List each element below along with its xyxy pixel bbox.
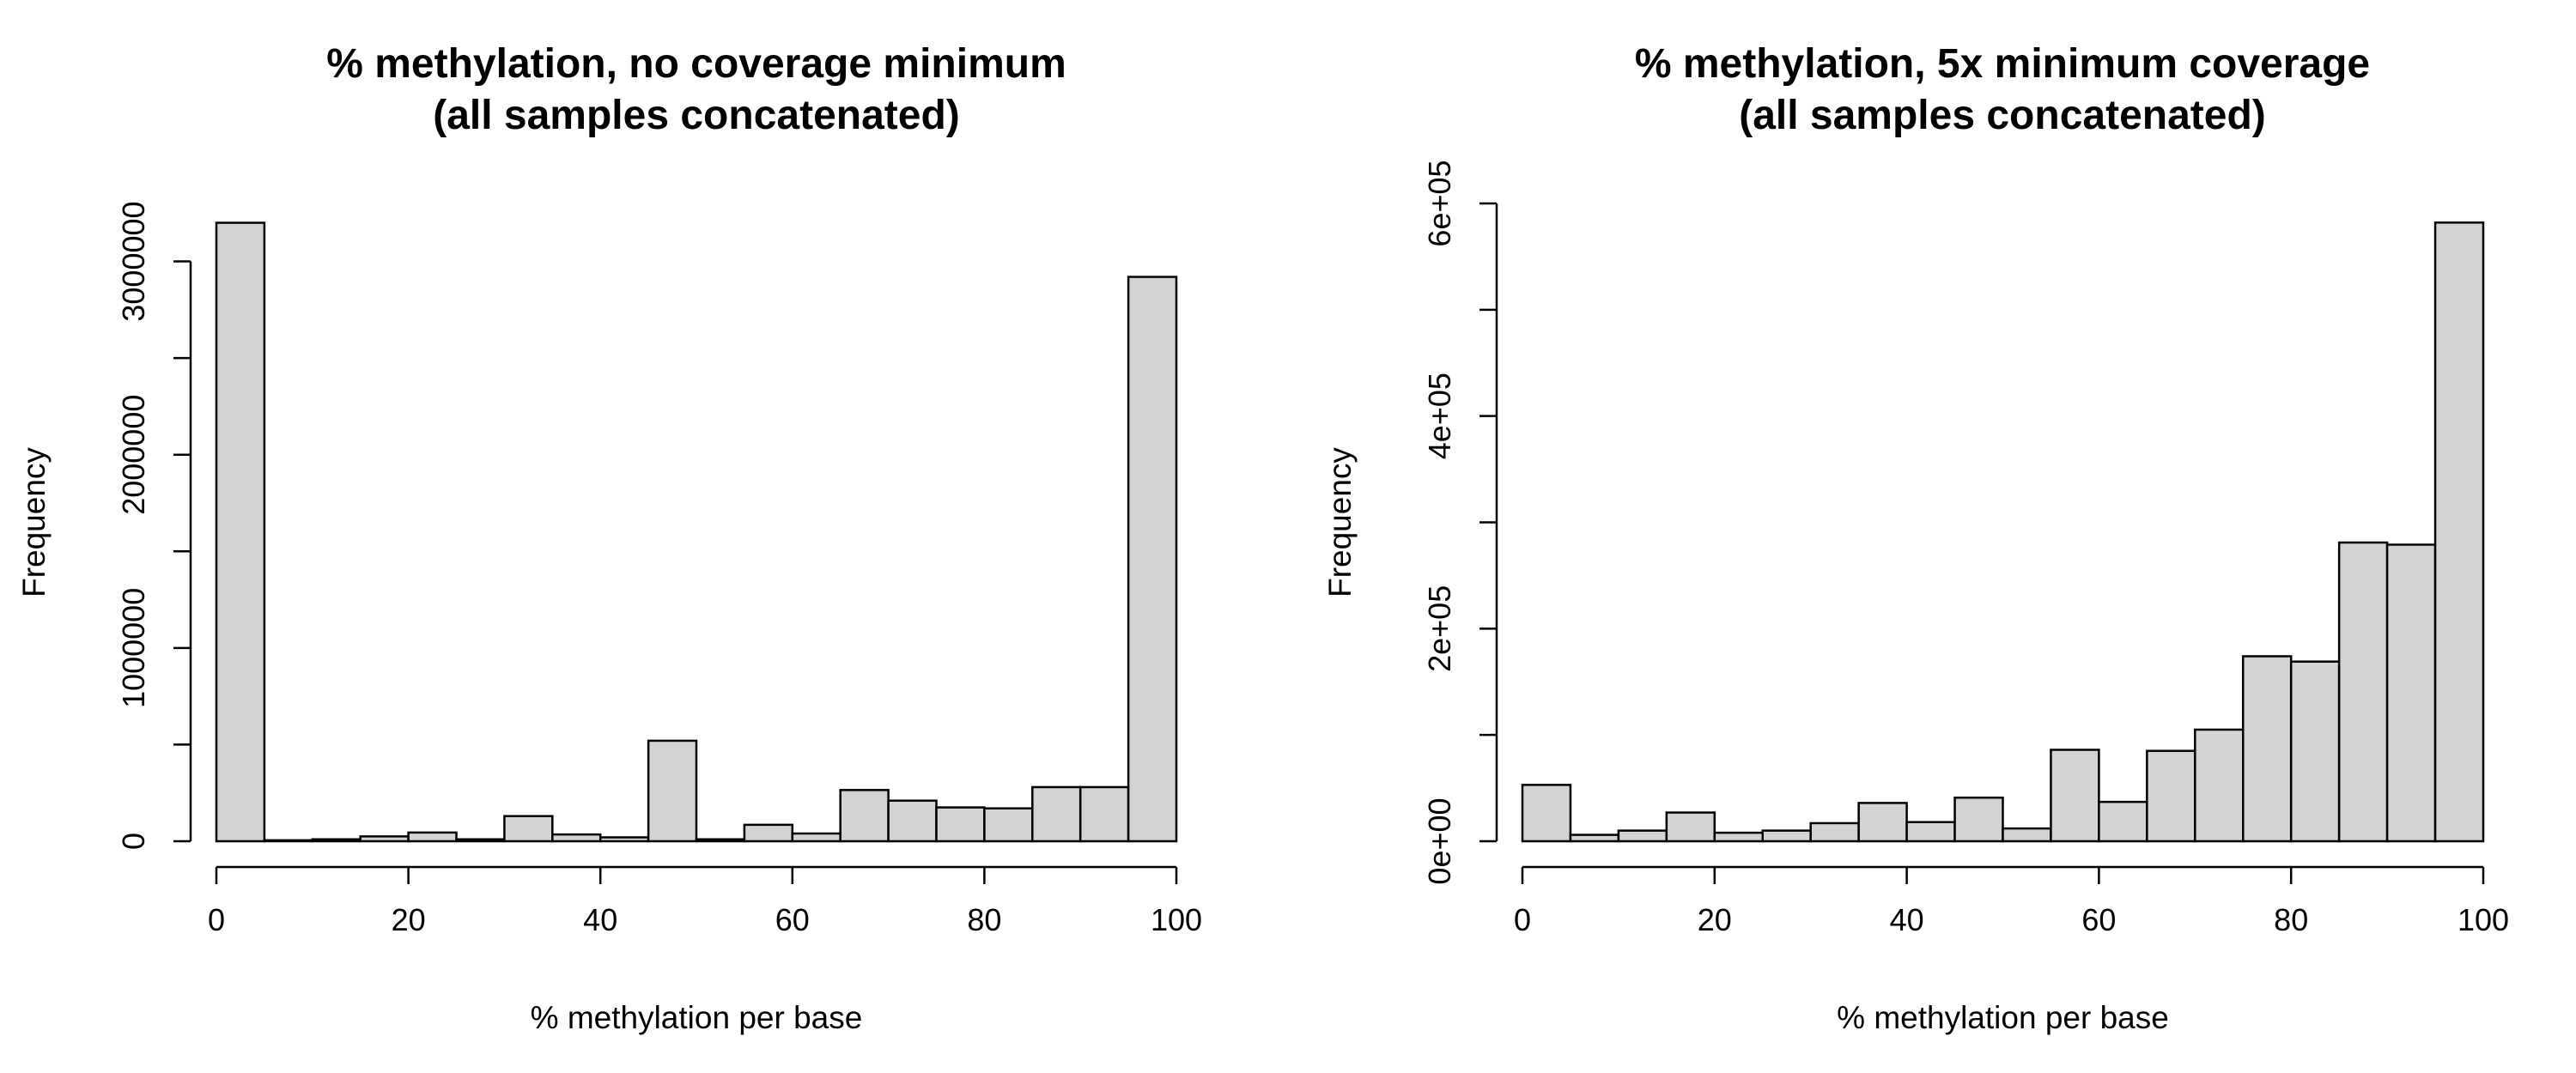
histogram-bar [1521, 784, 1572, 843]
histogram-bar [407, 831, 458, 843]
chart-title-line-2: (all samples concatenated) [1739, 93, 2266, 138]
x-axis-title: % methylation per base [531, 1000, 863, 1035]
histogram-bar [1905, 821, 1956, 843]
histogram-bar [743, 823, 794, 843]
histogram-bar [359, 835, 410, 843]
histogram-bar [839, 789, 890, 843]
x-tick-label: 100 [2458, 902, 2509, 937]
histogram-bar [2242, 655, 2293, 843]
histogram-bar [2385, 543, 2437, 843]
x-axis-title: % methylation per base [1837, 1000, 2169, 1035]
histogram-bar [1761, 829, 1812, 843]
histogram-bar [1809, 821, 1860, 843]
histogram-bar [1031, 785, 1082, 843]
histogram-bar [1713, 831, 1765, 843]
histogram-bar [2433, 221, 2485, 843]
x-tick-label: 40 [1890, 902, 1924, 937]
histogram-bar [2289, 660, 2341, 843]
histogram-bar [598, 836, 650, 843]
histogram-bar [2146, 749, 2196, 843]
histogram-bar [1857, 802, 1908, 843]
histogram-bar [983, 807, 1034, 843]
histogram-bar [1127, 276, 1178, 843]
histogram-bar [2098, 800, 2148, 843]
y-axis-title: Frequency [1322, 447, 1358, 597]
histogram-bar [215, 221, 266, 843]
y-tick-label: 2000000 [116, 395, 151, 515]
histogram-no-coverage-minimum: % methylation, no coverage minimum (all s… [16, 41, 1202, 1035]
chart-title-line-1: % methylation, no coverage minimum [326, 41, 1066, 87]
y-axis-title: Frequency [16, 447, 52, 597]
x-tick-label: 80 [2274, 902, 2308, 937]
histogram-bar [1078, 785, 1130, 843]
y-tick-label: 4e+05 [1422, 373, 1457, 459]
histogram-bar [2337, 541, 2389, 843]
y-tick-label: 0e+00 [1422, 797, 1457, 884]
x-tick-label: 20 [1698, 902, 1732, 937]
chart-title-line-2: (all samples concatenated) [433, 93, 960, 138]
x-tick-label: 80 [967, 902, 1001, 937]
histogram-bar [1617, 829, 1668, 843]
histogram-5x-minimum-coverage: % methylation, 5x minimum coverage (all s… [1322, 41, 2509, 1035]
y-tick-label: 1000000 [116, 588, 151, 708]
histogram-bar [935, 806, 986, 843]
histogram-bar [455, 838, 506, 843]
x-tick-label: 60 [2081, 902, 2116, 937]
histogram-bar [311, 838, 361, 843]
histogram-bar [695, 838, 746, 843]
histogram-bar [503, 815, 554, 843]
y-tick-label: 3000000 [116, 201, 151, 321]
histogram-bar [551, 833, 602, 843]
histogram-bar [887, 799, 938, 843]
x-tick-label: 20 [392, 902, 426, 937]
histogram-bar [2002, 827, 2052, 843]
x-tick-label: 40 [583, 902, 617, 937]
histogram-bar [1569, 834, 1620, 843]
histogram-bar [1665, 811, 1716, 843]
histogram-bar [263, 839, 314, 843]
x-tick-label: 0 [1514, 902, 1531, 937]
histogram-bar [647, 739, 698, 843]
chart-title-line-1: % methylation, 5x minimum coverage [1635, 41, 2370, 87]
x-tick-label: 60 [775, 902, 810, 937]
histogram-bar [1953, 796, 2004, 843]
y-tick-label: 2e+05 [1422, 585, 1457, 672]
x-tick-label: 0 [208, 902, 225, 937]
y-tick-label: 0 [116, 833, 151, 850]
x-tick-label: 100 [1151, 902, 1202, 937]
histogram-bar [791, 832, 841, 843]
y-tick-label: 6e+05 [1422, 160, 1457, 246]
histogram-bar [2194, 728, 2245, 843]
histogram-bar [2050, 749, 2100, 843]
